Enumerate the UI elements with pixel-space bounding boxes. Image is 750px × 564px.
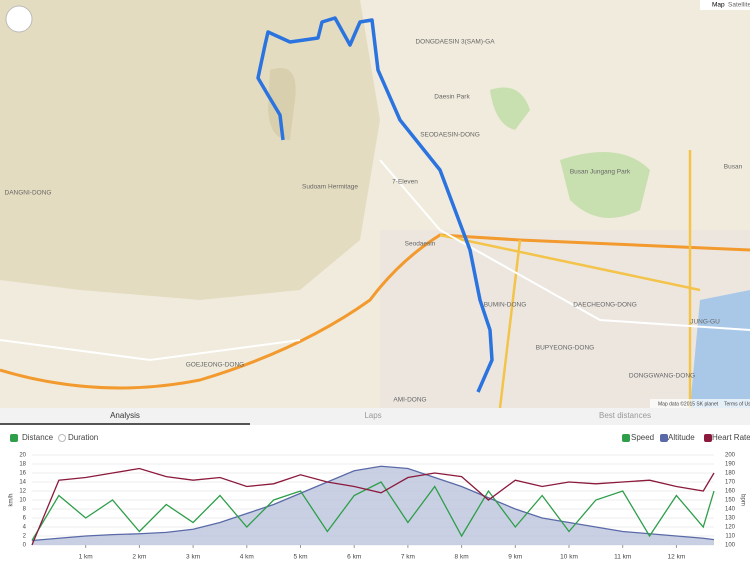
map-label: DONGDAESIN 3(SAM)-GA bbox=[415, 39, 495, 46]
legend-checkbox[interactable] bbox=[660, 434, 668, 442]
line bbox=[31, 481, 715, 541]
y2-tick-label: 120 bbox=[725, 525, 736, 531]
legend-label[interactable]: Heart Rate bbox=[712, 433, 750, 442]
map-label: JUNG-GU bbox=[690, 319, 720, 326]
legend-label[interactable]: Altitude bbox=[668, 433, 695, 442]
x-tick-label: 7 km bbox=[401, 554, 415, 561]
map-label: SEODAESIN-DONG bbox=[420, 132, 480, 139]
y-tick-label: 14 bbox=[19, 480, 26, 486]
map-label: BUPYEONG-DONG bbox=[536, 345, 595, 352]
y-tick-label: 12 bbox=[19, 489, 26, 495]
mode-option[interactable]: Distance bbox=[22, 433, 54, 442]
tab[interactable]: Analysis bbox=[110, 411, 140, 420]
map-label: AMI-DONG bbox=[393, 397, 426, 404]
x-tick-label: 10 km bbox=[560, 554, 578, 561]
map-label: Busan Jungang Park bbox=[570, 169, 631, 176]
y2-tick-label: 160 bbox=[725, 489, 736, 495]
line bbox=[31, 465, 715, 542]
park bbox=[490, 87, 530, 130]
map-label: DANGNI-DONG bbox=[5, 190, 52, 197]
map-control[interactable]: Satellite bbox=[728, 2, 750, 9]
tab-bar bbox=[0, 408, 750, 425]
line bbox=[31, 467, 715, 546]
pan-control[interactable] bbox=[5, 5, 33, 33]
y2-axis-label: bpm bbox=[739, 494, 745, 506]
map-type-control[interactable] bbox=[700, 0, 750, 10]
x-tick-label: 11 km bbox=[614, 554, 631, 561]
map-label: DONGGWANG-DONG bbox=[629, 373, 695, 380]
legend-checkbox[interactable] bbox=[704, 434, 712, 442]
y-tick-label: 4 bbox=[23, 525, 27, 531]
y-tick-label: 2 bbox=[23, 534, 27, 540]
checkbox[interactable] bbox=[10, 434, 18, 442]
city bbox=[380, 230, 750, 408]
map[interactable]: DONGDAESIN 3(SAM)-GA Daesin Park Sudoam He… bbox=[0, 0, 750, 408]
tab[interactable]: Laps bbox=[364, 411, 381, 420]
map-label: BUMIN-DONG bbox=[484, 302, 527, 309]
water bbox=[690, 290, 750, 408]
map-label: GOEJEONG-DONG bbox=[186, 362, 245, 369]
x-tick-label: 3 km bbox=[186, 554, 200, 561]
y2-tick-label: 190 bbox=[725, 462, 736, 468]
y-tick-label: 8 bbox=[23, 507, 27, 513]
highway bbox=[0, 233, 750, 390]
y2-tick-label: 200 bbox=[725, 453, 736, 459]
map-control[interactable]: Map bbox=[712, 2, 725, 9]
y-tick-label: 0 bbox=[23, 543, 27, 549]
y-axis-label: km/h bbox=[9, 493, 15, 506]
hill bbox=[268, 68, 296, 140]
y2-tick-label: 130 bbox=[725, 516, 736, 522]
street bbox=[0, 159, 750, 362]
y2-tick-label: 140 bbox=[725, 507, 736, 513]
y-tick-label: 16 bbox=[19, 471, 26, 477]
x-tick-label: 5 km bbox=[293, 554, 307, 561]
legend-label[interactable]: Speed bbox=[631, 433, 654, 442]
park bbox=[560, 152, 650, 218]
y-tick-label: 6 bbox=[23, 516, 27, 522]
road bbox=[439, 150, 701, 408]
legend-checkbox[interactable] bbox=[622, 434, 630, 442]
radio[interactable] bbox=[58, 434, 66, 442]
area bbox=[32, 466, 714, 545]
map-label: 7-Eleven bbox=[392, 179, 418, 186]
route bbox=[256, 16, 494, 393]
y-tick-label: 10 bbox=[19, 498, 26, 504]
attribution-bg bbox=[650, 399, 750, 408]
map-label: Busan bbox=[724, 164, 743, 171]
map-label: DAECHEONG-DONG bbox=[573, 302, 637, 309]
map-label: Seodaesin bbox=[405, 241, 436, 248]
x-tick-label: 6 km bbox=[347, 554, 361, 561]
map-label: Sudoam Hermitage bbox=[302, 184, 358, 191]
map-attribution: Map data ©2015 SK planet bbox=[658, 400, 719, 407]
y-tick-label: 18 bbox=[19, 462, 26, 468]
mode-option[interactable]: Duration bbox=[68, 433, 98, 442]
x-tick-label: 12 km bbox=[668, 554, 686, 561]
y2-tick-label: 150 bbox=[725, 498, 736, 504]
hills bbox=[0, 0, 380, 300]
y2-tick-label: 110 bbox=[725, 534, 735, 540]
y2-tick-label: 180 bbox=[725, 471, 736, 477]
map-terms: Terms of Use bbox=[724, 401, 750, 407]
x-tick-label: 1 km bbox=[79, 554, 93, 561]
map-label: Daesin Park bbox=[434, 94, 470, 101]
x-tick-label: 4 km bbox=[240, 554, 254, 561]
x-tick-label: 2 km bbox=[132, 554, 146, 561]
x-tick-label: 9 km bbox=[508, 554, 522, 561]
tab[interactable]: Best distances bbox=[599, 411, 651, 420]
x-tick-label: 8 km bbox=[455, 554, 469, 561]
y2-tick-label: 170 bbox=[725, 480, 736, 486]
y2-tick-label: 100 bbox=[725, 543, 736, 549]
y-tick-label: 20 bbox=[19, 453, 26, 459]
